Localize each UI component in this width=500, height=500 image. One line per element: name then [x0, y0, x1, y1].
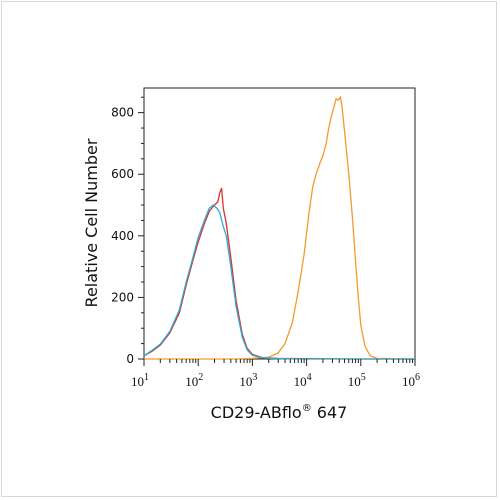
x-tick-exponent: 5: [361, 372, 366, 383]
y-axis-ticks: [138, 96, 144, 360]
y-tick-label: 0: [126, 352, 134, 366]
x-axis-title-main: CD29-ABflo: [211, 403, 302, 422]
x-tick-exponent: 4: [307, 372, 312, 383]
series-layer: [143, 95, 416, 360]
x-tick-exponent: 6: [415, 372, 420, 383]
y-axis-title: Relative Cell Number: [82, 138, 101, 307]
series-line-2: [144, 95, 416, 360]
x-tick-label: 105: [348, 372, 366, 389]
x-axis-title-reg: ®: [302, 403, 312, 414]
y-tick-label: 400: [111, 229, 134, 243]
y-tick-label: 600: [111, 167, 134, 181]
x-tick-exponent: 1: [144, 372, 149, 383]
y-tick-labels: 0 200 400 600 800: [111, 106, 134, 366]
x-tick-label: 101: [131, 372, 149, 389]
x-tick-label: 106: [402, 372, 420, 389]
x-tick-base: 10: [348, 374, 361, 389]
plot-area: [143, 87, 416, 360]
x-tick-base: 10: [239, 374, 252, 389]
series-line-3: [143, 204, 415, 360]
x-axis-ticks: [143, 359, 416, 366]
x-tick-label: 103: [239, 372, 257, 389]
x-tick-labels: 101 102 103 104 105 106: [131, 372, 420, 389]
x-axis-title: CD29-ABflo® 647: [211, 403, 348, 422]
x-tick-label: 104: [294, 372, 312, 389]
y-tick-label: 800: [111, 106, 134, 120]
x-tick-base: 10: [185, 374, 198, 389]
x-tick-base: 10: [294, 374, 307, 389]
x-tick-exponent: 2: [198, 372, 203, 383]
x-tick-base: 10: [131, 374, 144, 389]
y-tick-label: 200: [111, 290, 134, 304]
x-tick-label: 102: [185, 372, 203, 389]
x-tick-exponent: 3: [252, 372, 257, 383]
x-tick-base: 10: [402, 374, 415, 389]
x-axis-title-num: 647: [312, 403, 348, 422]
